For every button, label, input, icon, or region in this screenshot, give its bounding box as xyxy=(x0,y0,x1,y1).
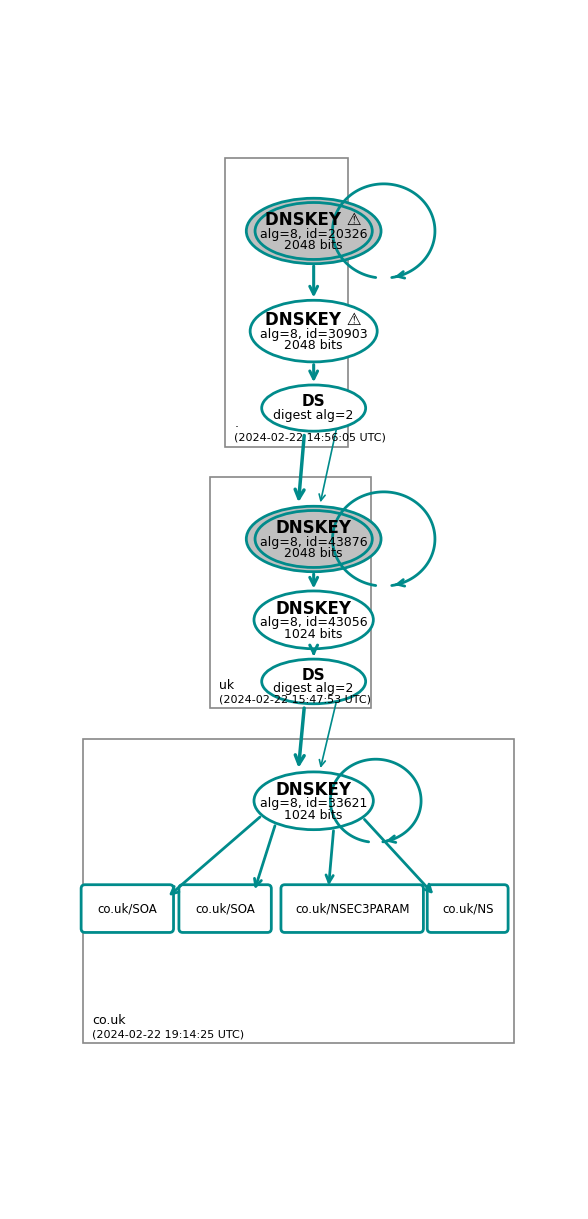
Ellipse shape xyxy=(255,511,372,568)
Ellipse shape xyxy=(246,506,381,572)
Text: DNSKEY ⚠️: DNSKEY ⚠️ xyxy=(265,211,362,229)
Text: co.uk/NS: co.uk/NS xyxy=(442,902,493,915)
Bar xyxy=(83,739,514,1043)
Text: .: . xyxy=(235,417,238,430)
Text: (2024-02-22 19:14:25 UTC): (2024-02-22 19:14:25 UTC) xyxy=(92,1030,244,1040)
FancyBboxPatch shape xyxy=(179,885,271,933)
Text: DS: DS xyxy=(302,668,326,683)
Text: (2024-02-22 15:47:53 UTC): (2024-02-22 15:47:53 UTC) xyxy=(219,695,371,705)
Text: alg=8, id=43876: alg=8, id=43876 xyxy=(260,535,368,549)
FancyBboxPatch shape xyxy=(281,885,423,933)
Ellipse shape xyxy=(254,591,373,649)
Text: alg=8, id=20326: alg=8, id=20326 xyxy=(260,228,368,240)
Ellipse shape xyxy=(255,202,372,260)
Ellipse shape xyxy=(250,300,377,362)
Text: alg=8, id=33621: alg=8, id=33621 xyxy=(260,797,368,811)
Text: DNSKEY: DNSKEY xyxy=(276,781,352,798)
Bar xyxy=(210,478,372,708)
Text: 1024 bits: 1024 bits xyxy=(285,809,343,822)
Text: alg=8, id=30903: alg=8, id=30903 xyxy=(260,328,368,340)
Text: co.uk/SOA: co.uk/SOA xyxy=(195,902,255,915)
Text: 2048 bits: 2048 bits xyxy=(285,339,343,352)
Ellipse shape xyxy=(262,385,366,432)
Text: co.uk/SOA: co.uk/SOA xyxy=(98,902,157,915)
Text: digest alg=2: digest alg=2 xyxy=(273,681,354,695)
Text: (2024-02-22 14:56:05 UTC): (2024-02-22 14:56:05 UTC) xyxy=(235,433,386,442)
Text: 2048 bits: 2048 bits xyxy=(285,239,343,252)
Ellipse shape xyxy=(262,659,366,703)
Text: uk: uk xyxy=(219,679,234,692)
FancyBboxPatch shape xyxy=(427,885,508,933)
Bar xyxy=(225,157,348,446)
Text: co.uk: co.uk xyxy=(92,1014,125,1028)
Text: alg=8, id=43056: alg=8, id=43056 xyxy=(260,617,368,629)
Ellipse shape xyxy=(246,199,381,263)
Text: DS: DS xyxy=(302,395,326,410)
Text: 2048 bits: 2048 bits xyxy=(285,547,343,560)
Text: co.uk/NSEC3PARAM: co.uk/NSEC3PARAM xyxy=(295,902,409,915)
Text: DNSKEY ⚠️: DNSKEY ⚠️ xyxy=(265,311,362,329)
Text: DNSKEY: DNSKEY xyxy=(276,600,352,618)
FancyBboxPatch shape xyxy=(81,885,173,933)
Ellipse shape xyxy=(254,772,373,830)
Text: 1024 bits: 1024 bits xyxy=(285,628,343,641)
Text: digest alg=2: digest alg=2 xyxy=(273,408,354,422)
Text: DNSKEY: DNSKEY xyxy=(276,519,352,538)
